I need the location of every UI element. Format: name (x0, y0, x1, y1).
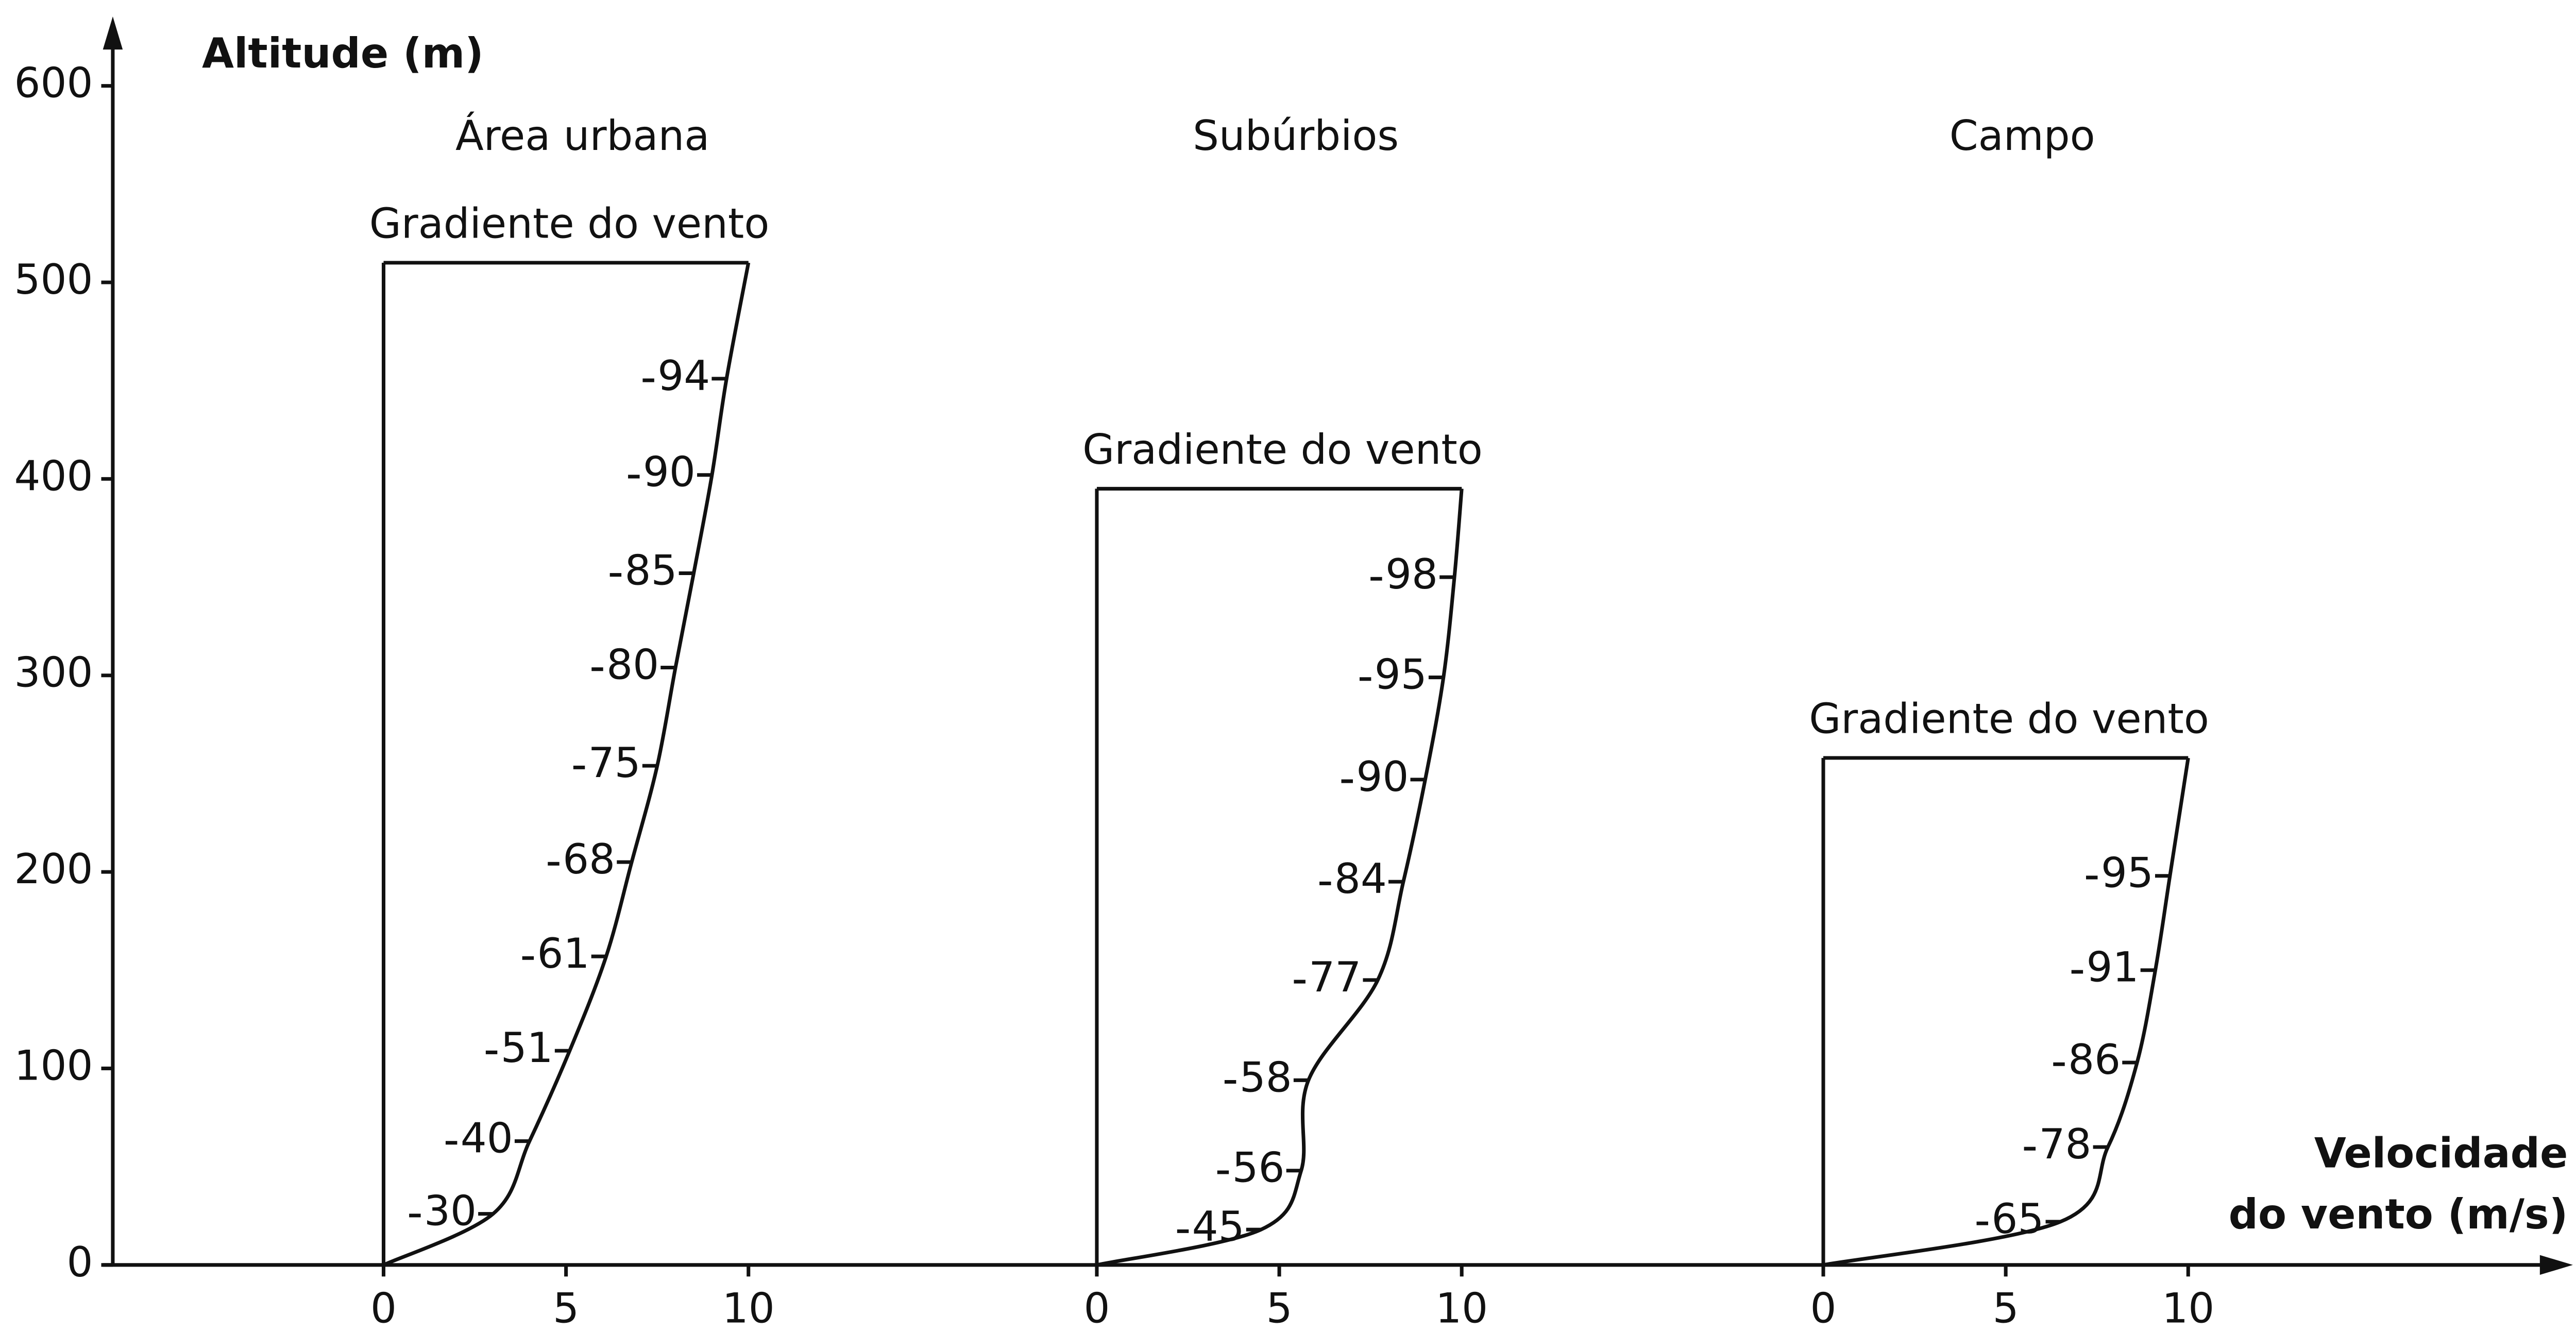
profile-label: 90 (643, 448, 696, 496)
y-tick-label: 400 (14, 452, 93, 500)
y-tick-label: 200 (14, 845, 93, 893)
profile-label: 58 (1240, 1053, 1292, 1101)
panel-title: Campo (1950, 112, 2095, 160)
panel-title: Área urbana (455, 111, 709, 160)
profile-label: 84 (1334, 855, 1387, 903)
y-tick-label: 600 (14, 59, 93, 107)
gradient-label: Gradiente do vento (369, 199, 770, 247)
profile-label: 68 (563, 835, 615, 883)
profile-label: 85 (625, 546, 677, 594)
x-tick-label: 0 (1083, 1285, 1110, 1331)
x-tick-label: 10 (1435, 1285, 1488, 1331)
x-axis-arrow (2539, 1255, 2573, 1275)
profile-label: 86 (2068, 1036, 2121, 1084)
y-tick-label: 300 (14, 649, 93, 697)
profile-label: 77 (1309, 953, 1361, 1001)
x-tick-label: 0 (370, 1285, 397, 1331)
profile-label: 94 (657, 352, 710, 400)
wind-profile (1823, 757, 2190, 1267)
profile-label: 65 (1991, 1195, 2044, 1243)
x-tick-label: 5 (1993, 1285, 2019, 1331)
y-tick-label: 100 (14, 1041, 93, 1089)
y-tick-label: 500 (14, 256, 93, 304)
profile-label: 95 (2101, 849, 2154, 897)
profile-label: 98 (1385, 550, 1438, 598)
panel-title: Subúrbios (1193, 112, 1399, 160)
profile-label: 78 (2039, 1120, 2091, 1168)
profile-label: 90 (1356, 753, 1409, 801)
profile-label: 95 (1375, 651, 1427, 699)
profile-label: 56 (1232, 1144, 1285, 1192)
profile-label: 75 (588, 739, 641, 787)
profile-label: 40 (461, 1115, 513, 1162)
profile-label: 61 (537, 930, 590, 978)
y-tick-label: 0 (66, 1238, 93, 1286)
profile-label: 30 (424, 1187, 477, 1235)
wind-profile (1096, 488, 1464, 1267)
wind-profile (383, 262, 751, 1267)
x-tick-label: 0 (1810, 1285, 1837, 1331)
x-tick-label: 10 (722, 1285, 775, 1331)
y-axis-arrow (103, 16, 123, 50)
x-tick-label: 5 (553, 1285, 579, 1331)
profile-label: 51 (501, 1024, 553, 1072)
y-axis-label: Altitude (m) (202, 29, 484, 77)
x-axis-label: Velocidade (2314, 1129, 2568, 1177)
x-axis-label: do vento (m/s) (2229, 1190, 2568, 1238)
profile-label: 91 (2087, 944, 2139, 991)
gradient-label: Gradiente do vento (1082, 426, 1483, 474)
gradient-label: Gradiente do vento (1809, 695, 2209, 743)
profile-label: 80 (606, 641, 659, 688)
x-tick-label: 10 (2162, 1285, 2214, 1331)
x-tick-label: 5 (1266, 1285, 1293, 1331)
profile-label: 45 (1192, 1203, 1245, 1251)
